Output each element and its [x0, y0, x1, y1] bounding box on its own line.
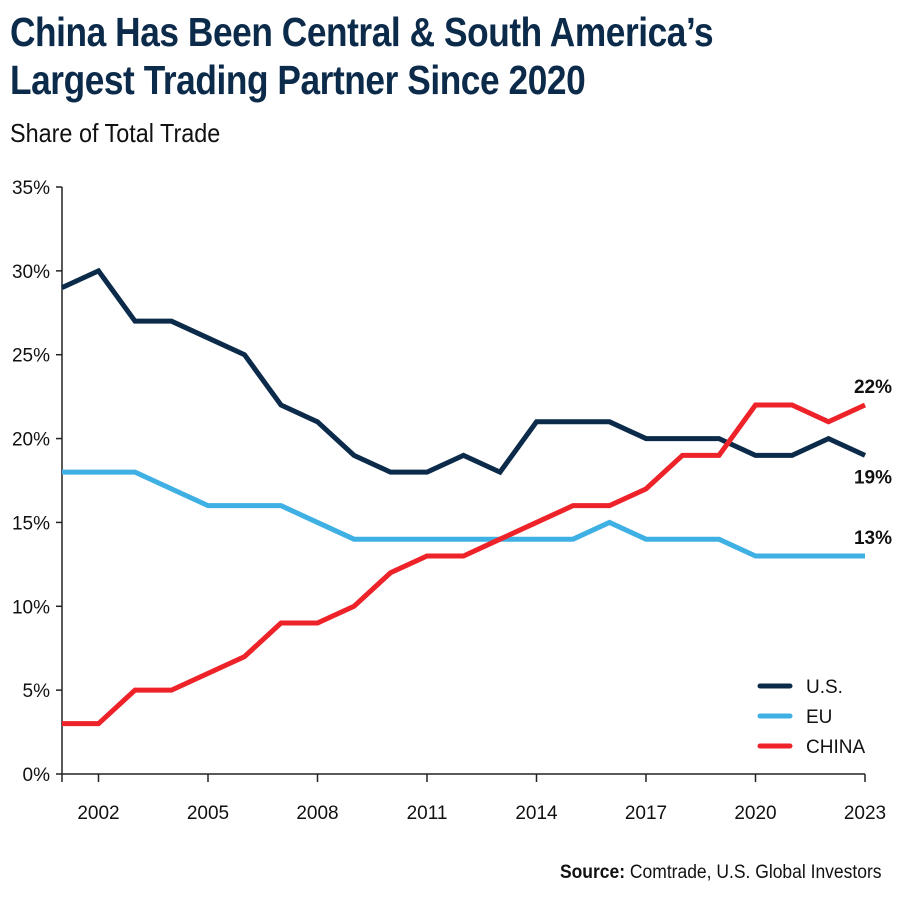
chart-title: China Has Been Central & South America’s…	[10, 8, 714, 104]
end-label: 22%	[854, 377, 892, 398]
legend-label: U.S.	[806, 677, 843, 698]
chart-subtitle: Share of Total Trade	[10, 118, 221, 148]
source-note: Source: Comtrade, U.S. Global Investors	[560, 862, 882, 884]
legend-label: EU	[806, 707, 832, 728]
end-label: 13%	[854, 528, 892, 549]
y-tick-label: 35%	[12, 178, 50, 199]
x-tick-label: 2002	[77, 803, 119, 824]
title-line-2: Largest Trading Partner Since 2020	[10, 57, 586, 103]
y-tick-label: 20%	[12, 430, 50, 451]
y-tick-label: 5%	[23, 681, 51, 702]
x-tick-label: 2005	[187, 803, 229, 824]
title-line-1: China Has Been Central & South America’s	[10, 9, 714, 55]
series-line-eu	[62, 469, 865, 559]
source-label: Source:	[560, 862, 626, 883]
x-tick-label: 2014	[515, 803, 558, 824]
x-tick-label: 2008	[296, 803, 338, 824]
x-tick-label: 2020	[734, 803, 776, 824]
source-text: Comtrade, U.S. Global Investors	[625, 862, 882, 883]
y-tick-label: 25%	[12, 346, 50, 367]
end-label: 19%	[854, 467, 892, 488]
y-tick-label: 10%	[12, 597, 50, 618]
series-line-china	[62, 402, 867, 727]
x-tick-label: 2017	[625, 803, 667, 824]
series-line-us	[60, 267, 867, 476]
y-tick-label: 30%	[12, 262, 50, 283]
x-tick-label: 2023	[844, 803, 886, 824]
y-tick-label: 15%	[12, 513, 50, 534]
legend-label: CHINA	[806, 737, 865, 758]
y-tick-label: 0%	[23, 765, 51, 786]
x-tick-label: 2011	[407, 803, 448, 824]
